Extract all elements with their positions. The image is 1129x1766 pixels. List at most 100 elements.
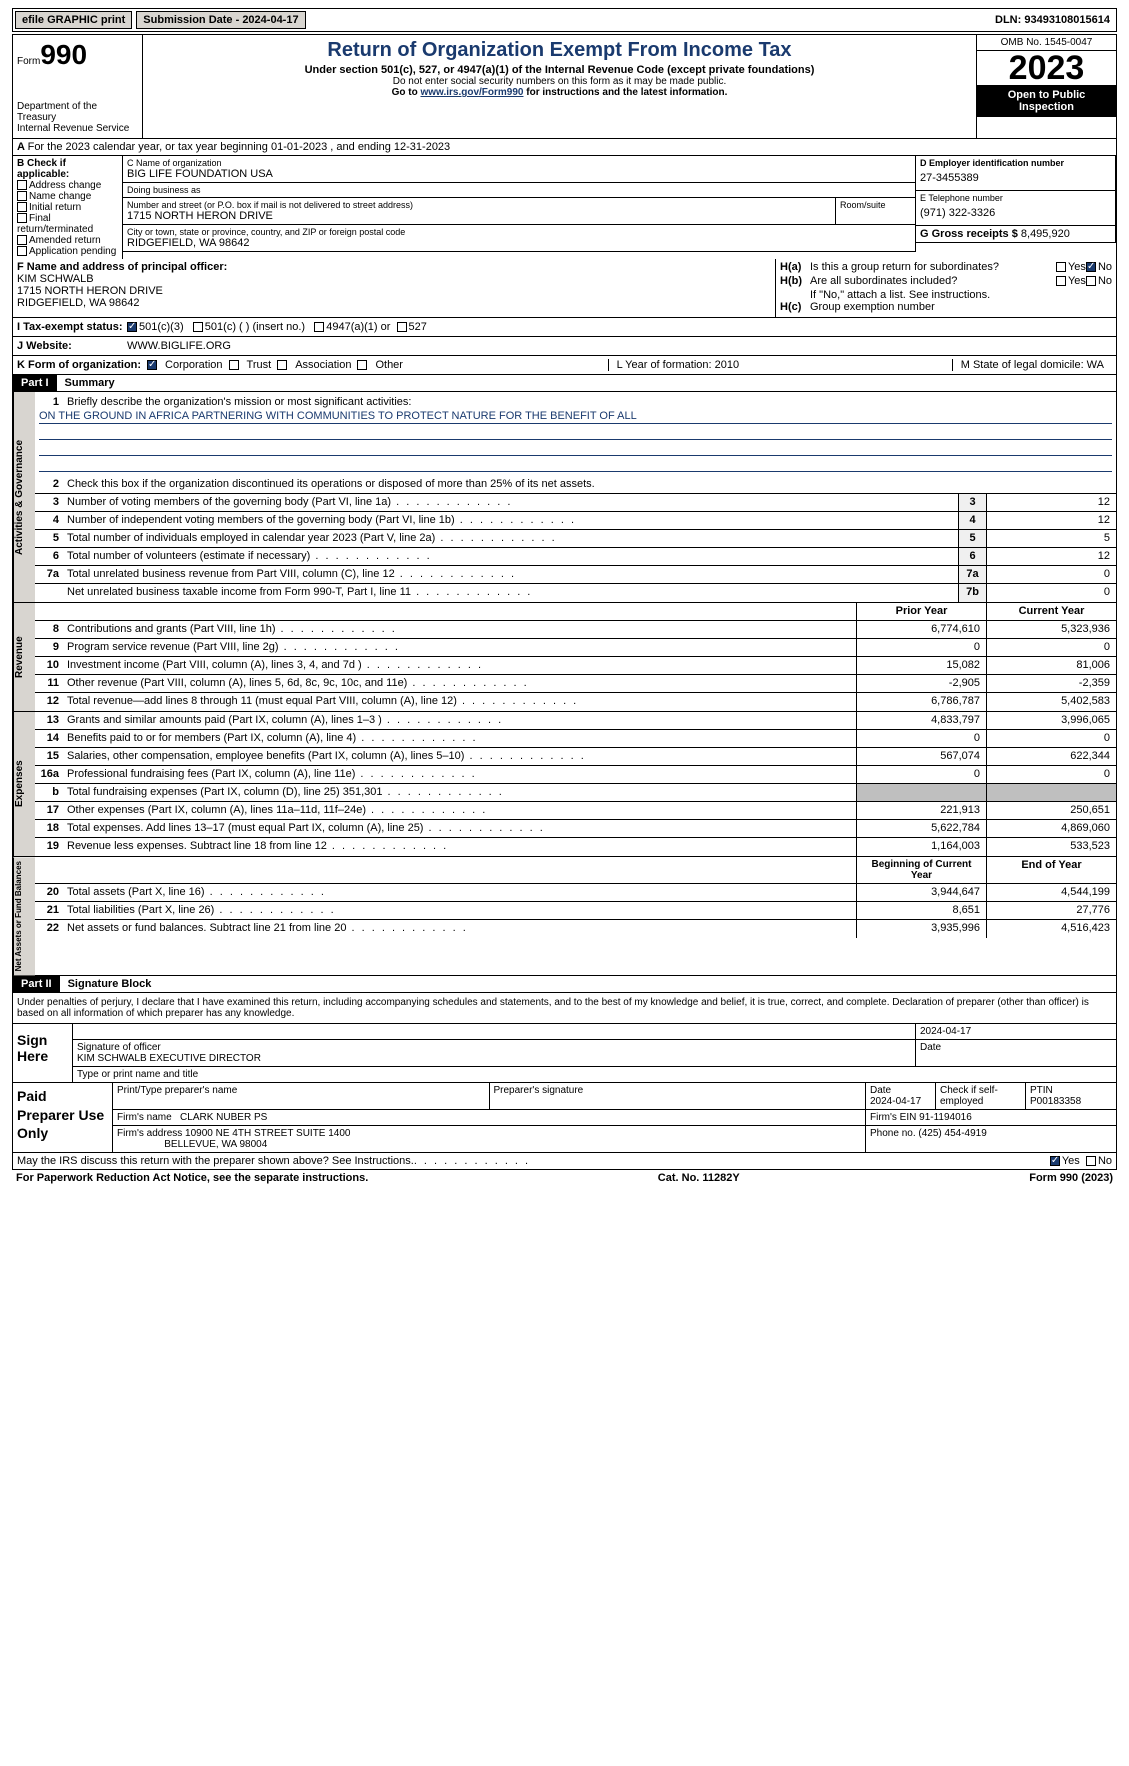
initial-return-checkbox[interactable] [17,202,27,212]
goto-prefix: Go to [392,87,421,98]
phone-label: E Telephone number [920,193,1111,203]
ha-no-checkbox[interactable] [1086,262,1096,272]
box-c-org-info: C Name of organizationBIG LIFE FOUNDATIO… [123,156,916,259]
fin-row: 16aProfessional fundraising fees (Part I… [35,766,1116,784]
amended-return-checkbox[interactable] [17,235,27,245]
fin-row: 19Revenue less expenses. Subtract line 1… [35,838,1116,856]
sign-here-label: Sign Here [13,1024,73,1082]
fin-row: 21Total liabilities (Part X, line 26)8,6… [35,902,1116,920]
paid-preparer-block: Paid Preparer Use Only Print/Type prepar… [12,1083,1117,1153]
irs-link[interactable]: www.irs.gov/Form990 [420,87,523,98]
application-pending-checkbox[interactable] [17,246,27,256]
box-f-officer: F Name and address of principal officer:… [13,259,776,317]
officer-name: KIM SCHWALB [17,273,771,285]
governance-vtab: Activities & Governance [13,392,35,602]
other-checkbox[interactable] [357,360,367,370]
cat-number: Cat. No. 11282Y [658,1172,740,1184]
goto-suffix: for instructions and the latest informat… [523,87,727,98]
527-checkbox[interactable] [397,322,407,332]
pra-notice: For Paperwork Reduction Act Notice, see … [16,1172,368,1184]
part2-title: Signature Block [60,976,160,992]
firm-addr-label: Firm's address [117,1128,182,1139]
address: 1715 NORTH HERON DRIVE [127,210,831,222]
state-domicile: M State of legal domicile: WA [952,359,1112,371]
form-header: Form990 Department of the Treasury Inter… [12,34,1117,139]
website-value: WWW.BIGLIFE.ORG [127,340,231,352]
501c3-checkbox[interactable] [127,322,137,332]
officer-addr2: RIDGEFIELD, WA 98642 [17,297,771,309]
ptin-label: PTIN [1030,1085,1112,1096]
paid-preparer-label: Paid Preparer Use Only [13,1083,113,1152]
section-fgh: F Name and address of principal officer:… [12,259,1117,318]
phone-value: (971) 322-3326 [920,203,1111,223]
expenses-section: Expenses 13Grants and similar amounts pa… [12,712,1117,857]
fin-row: 22Net assets or fund balances. Subtract … [35,920,1116,938]
tax-exempt-status-row: I Tax-exempt status: 501(c)(3) 501(c) ( … [12,318,1117,337]
city-label: City or town, state or province, country… [127,227,911,237]
gov-row: 7aTotal unrelated business revenue from … [35,566,1116,584]
row-a-tax-year: A For the 2023 calendar year, or tax yea… [12,139,1117,156]
address-change-checkbox[interactable] [17,180,27,190]
perjury-statement: Under penalties of perjury, I declare th… [12,993,1117,1024]
governance-section: Activities & Governance 1Briefly describ… [12,392,1117,603]
discuss-yes-checkbox[interactable] [1050,1156,1060,1166]
gov-row: 3Number of voting members of the governi… [35,494,1116,512]
part1-header: Part I [13,375,57,391]
part1-title: Summary [57,375,123,391]
line2-text: Check this box if the organization disco… [63,476,1116,493]
address-label: Number and street (or P.O. box if mail i… [127,200,831,210]
org-name-label: C Name of organization [127,158,911,168]
sign-here-block: Sign Here 2024-04-17 Signature of office… [12,1024,1117,1083]
final-return-checkbox[interactable] [17,213,27,223]
discuss-row: May the IRS discuss this return with the… [12,1153,1117,1170]
hb-no-checkbox[interactable] [1086,276,1096,286]
part1-bar: Part I Summary [12,375,1117,392]
name-change-checkbox[interactable] [17,191,27,201]
hb-note: If "No," attach a list. See instructions… [780,289,1112,301]
assoc-checkbox[interactable] [277,360,287,370]
public-inspection: Open to Public Inspection [977,85,1116,117]
part2-bar: Part II Signature Block [12,976,1117,993]
prep-date-label: Date [870,1085,931,1096]
discuss-no-checkbox[interactable] [1086,1156,1096,1166]
fin-row: 12Total revenue—add lines 8 through 11 (… [35,693,1116,711]
ein-label: D Employer identification number [920,158,1111,168]
fin-row: 20Total assets (Part X, line 16)3,944,64… [35,884,1116,902]
firm-ein: 91-1194016 [919,1112,972,1123]
gov-row: Net unrelated business taxable income fr… [35,584,1116,602]
website-row: J Website: WWW.BIGLIFE.ORG [12,337,1117,356]
org-name: BIG LIFE FOUNDATION USA [127,168,911,180]
officer-signature-name: KIM SCHWALB EXECUTIVE DIRECTOR [77,1053,911,1064]
expenses-vtab: Expenses [13,712,35,856]
submission-date-field: Submission Date - 2024-04-17 [136,11,305,29]
hb-yes-checkbox[interactable] [1056,276,1066,286]
corp-checkbox[interactable] [147,360,157,370]
fin-row: 15Salaries, other compensation, employee… [35,748,1116,766]
form-title: Return of Organization Exempt From Incom… [147,39,972,62]
form-footer: Form 990 (2023) [1029,1172,1113,1184]
form-number: 990 [40,39,87,70]
gross-receipts-label: G Gross receipts $ [920,228,1018,240]
gross-receipts-value: 8,495,920 [1021,228,1070,240]
self-employed-label: Check if self-employed [936,1083,1026,1109]
firm-phone-label: Phone no. [870,1128,916,1139]
room-label: Room/suite [840,200,911,210]
efile-print-button[interactable]: efile GRAPHIC print [15,11,132,29]
officer-addr1: 1715 NORTH HERON DRIVE [17,285,771,297]
net-vtab: Net Assets or Fund Balances [13,857,35,975]
ha-yes-checkbox[interactable] [1056,262,1066,272]
mission-label: Briefly describe the organization's miss… [63,394,1116,410]
fin-row: 9Program service revenue (Part VIII, lin… [35,639,1116,657]
ptin-value: P00183358 [1030,1096,1112,1107]
firm-name: CLARK NUBER PS [180,1112,267,1123]
section-bcde: B Check if applicable: Address change Na… [12,156,1117,259]
gov-row: 5Total number of individuals employed in… [35,530,1116,548]
4947-checkbox[interactable] [314,322,324,332]
fin-row: 18Total expenses. Add lines 13–17 (must … [35,820,1116,838]
form-label: Form [17,56,40,67]
top-bar: efile GRAPHIC print Submission Date - 20… [12,8,1117,32]
date-label: Date [916,1040,1116,1066]
net-assets-section: Net Assets or Fund Balances Beginning of… [12,857,1117,976]
501c-checkbox[interactable] [193,322,203,332]
trust-checkbox[interactable] [229,360,239,370]
